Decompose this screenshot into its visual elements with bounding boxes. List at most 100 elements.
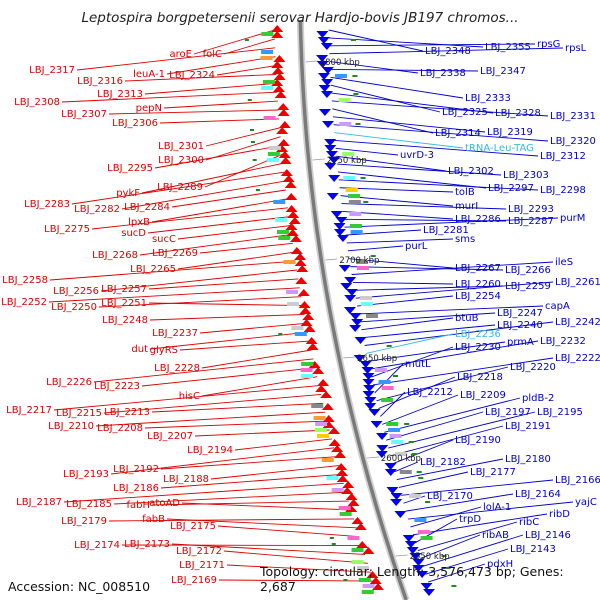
gene-label-right: LBJ_2298 [540,185,586,196]
cog-block [266,158,279,162]
forward-gene-arrow [317,37,330,44]
reverse-gene-arrow [336,475,349,482]
gene-label-left: fabH [126,500,150,511]
gene-label-right: purL [405,241,428,252]
leader-line [386,411,484,441]
forward-gene-arrow [345,289,358,296]
forward-gene-arrow [390,499,403,506]
cog-block [350,230,363,234]
cog-block [417,530,430,534]
leader-line [351,261,554,275]
gene-label-left: glyRS [150,345,178,356]
leader-line [151,500,349,506]
leader-line [124,73,277,82]
cog-block [301,362,314,366]
forward-gene-arrow [330,211,343,218]
leader-line [359,312,496,323]
leader-line [163,100,278,109]
reverse-gene-arrow [371,583,384,590]
leader-line [160,456,337,470]
small-mark [252,159,257,161]
reverse-gene-arrow [282,175,295,182]
gene-label-left: LBJ_2256 [53,286,99,297]
leader-line [166,56,276,75]
gene-label-right: pdxH [487,559,513,570]
gene-features [244,25,457,596]
leader-line [177,251,295,270]
cog-block [347,536,360,540]
cog-block [317,434,330,438]
reverse-gene-arrow [277,109,290,116]
leader-line [147,216,290,234]
cog-block [366,314,379,318]
gene-label-right: LBJ_2177 [470,467,516,478]
ruler-tick [366,456,379,459]
small-mark [425,501,431,503]
gene-label-right: LBJ_2222 [555,353,600,364]
leader-line [369,340,539,370]
ruler-tick [343,356,356,359]
small-mark [411,453,417,455]
leader-line [91,207,289,230]
reverse-gene-arrow [315,385,328,392]
reverse-gene-arrow [302,313,315,320]
reverse-gene-arrow [305,337,318,344]
gene-label-left: leuA-1 [133,69,165,80]
leader-line [374,363,404,394]
leader-line [341,203,507,210]
gene-label-left: LBJ_2188 [163,474,209,485]
gene-label-left: fabB [142,514,165,525]
small-mark [445,567,451,569]
cog-block [314,428,327,432]
reverse-gene-arrow [285,193,298,200]
small-mark [418,477,424,479]
leader-line [100,269,297,292]
cog-block [345,188,358,192]
gene-label-left: LBJ_2215 [56,408,102,419]
gene-label-left: pepN [136,103,162,114]
reverse-gene-arrow [312,367,325,374]
gene-label-left: LBJ_2306 [112,118,158,129]
leader-line [427,563,486,583]
cog-block [301,374,314,378]
leader-line [354,285,504,291]
leader-line [179,340,310,351]
leader-line [422,534,524,567]
gene-label-right: yajC [575,497,597,508]
small-mark [352,75,358,77]
forward-gene-arrow [409,553,422,560]
forward-gene-arrow [416,571,429,578]
cog-block [349,212,362,216]
forward-gene-arrow [320,43,333,50]
gene-label-right: LBJ_2293 [508,204,554,215]
forward-gene-arrow [406,547,419,554]
forward-gene-arrow [318,109,331,116]
small-mark [363,201,369,203]
ruler-tick [325,258,338,261]
gene-label-left: LBJ_2192 [113,464,159,475]
gene-label-right: LBJ_2286 [455,214,501,225]
cog-block [414,518,427,522]
cog-block [311,404,324,408]
gene-label-left: LBJ_2289 [157,182,203,193]
gene-label-right: rpsG [537,39,560,50]
reverse-gene-arrow [271,61,284,68]
leader-line [148,302,303,307]
forward-gene-arrow [333,223,346,230]
cog-block [339,512,352,516]
forward-gene-arrow [338,265,351,272]
gene-label-left: folC [203,49,222,60]
small-mark [331,543,336,545]
reverse-gene-arrow [274,91,287,98]
leader-line [216,65,276,76]
gene-label-right: ribC [519,517,539,528]
small-mark [343,579,348,581]
cog-block [278,236,291,240]
gene-label-left: LBJ_2257 [101,284,147,295]
reverse-gene-arrow [294,253,307,260]
small-mark [247,99,252,101]
topology-summary: Topology: circular; Length: 3,576,473 bp… [260,564,564,594]
reverse-gene-arrow [362,547,375,554]
gene-label-right: LBJ_2319 [487,127,533,138]
gene-label-left: LBJ_2173 [124,539,170,550]
